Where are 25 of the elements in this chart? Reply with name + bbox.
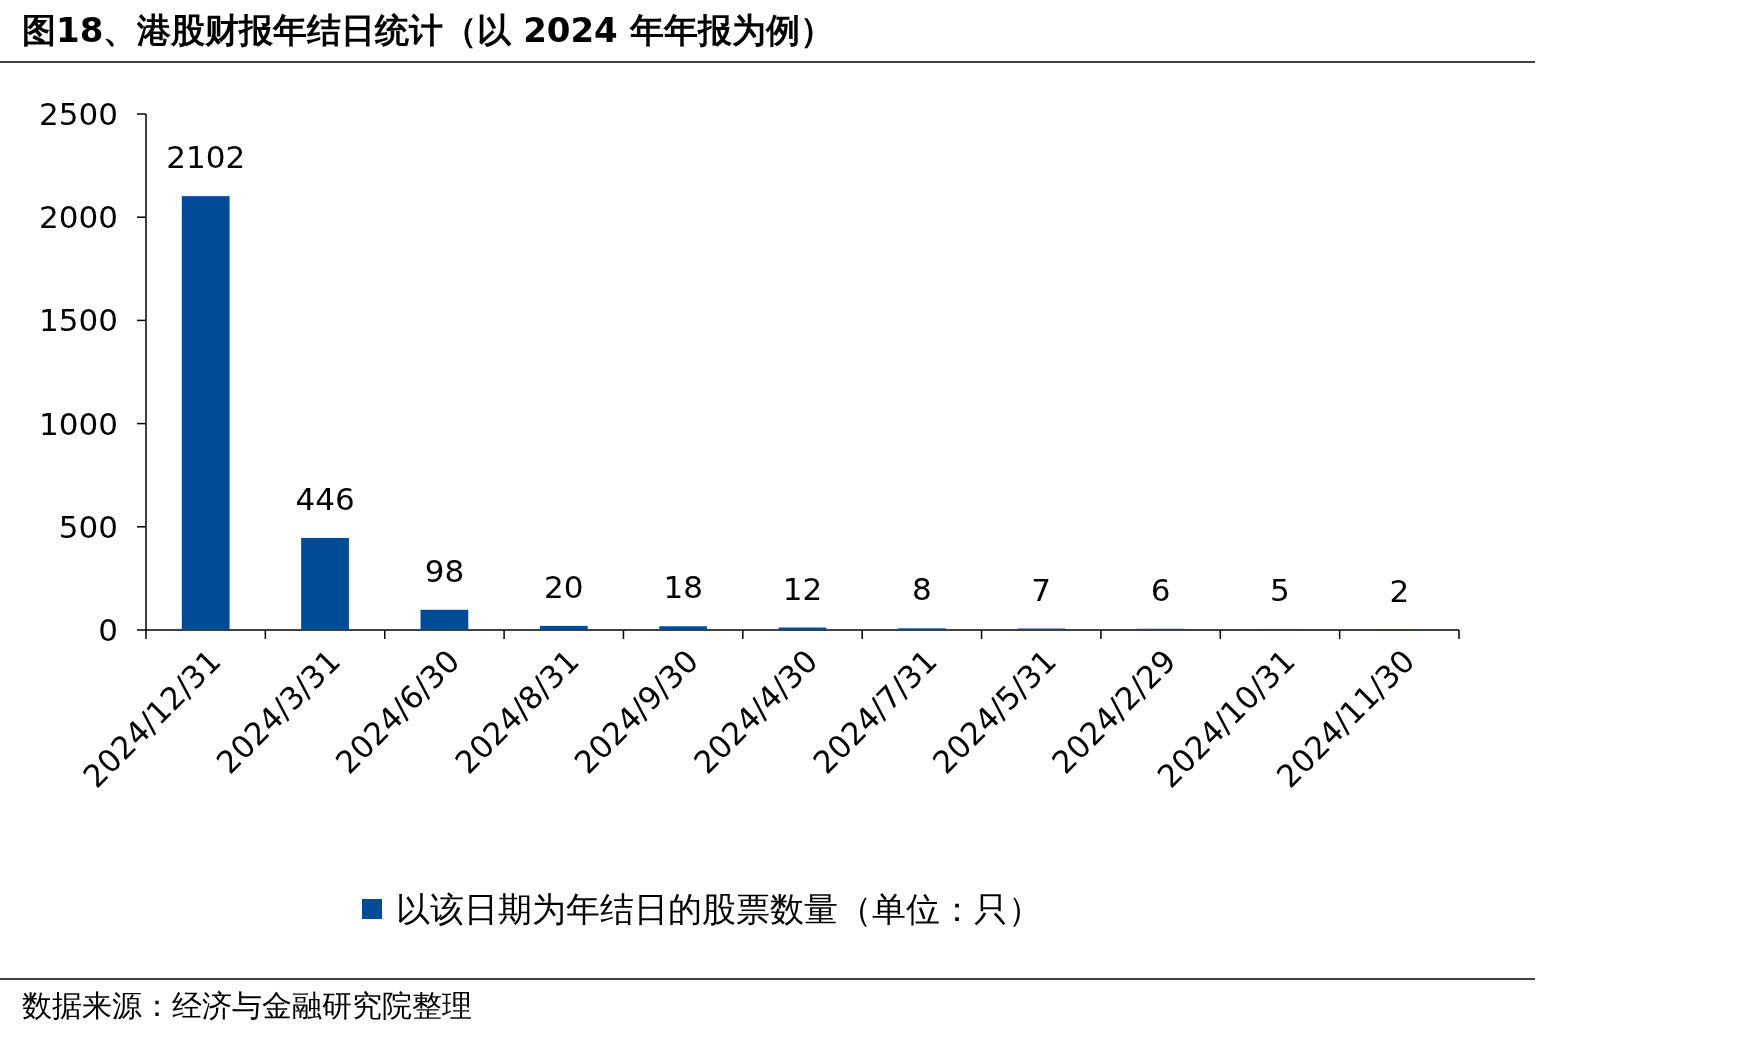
y-tick-label: 0 — [98, 612, 118, 648]
y-tick-label: 2500 — [39, 96, 118, 132]
bar — [659, 626, 708, 630]
data-label: 18 — [663, 569, 703, 606]
data-label: 8 — [912, 571, 932, 608]
y-tick-label: 1000 — [39, 405, 118, 442]
data-label: 2102 — [166, 139, 246, 176]
y-tick-label: 2000 — [39, 199, 118, 236]
bar — [181, 196, 230, 630]
data-label: 2 — [1389, 572, 1410, 609]
legend-label: 以该日期为年结日的股票数量（单位：只） — [396, 889, 1042, 929]
y-tick-label: 1500 — [39, 302, 118, 339]
data-label: 98 — [424, 552, 465, 589]
data-label: 20 — [544, 568, 584, 605]
bar — [539, 625, 588, 630]
data-label: 12 — [782, 570, 823, 607]
data-label: 6 — [1150, 571, 1171, 608]
bar — [301, 537, 349, 630]
data-label: 446 — [295, 480, 355, 517]
y-tick-label: 500 — [58, 508, 118, 545]
data-label: 5 — [1270, 571, 1290, 608]
bar — [420, 609, 469, 630]
source-note: 数据来源：经济与金融研究院整理 — [22, 988, 472, 1023]
chart-title: 图18、港股财报年结日统计（以 2024 年年报为例） — [22, 10, 834, 50]
data-label: 7 — [1031, 571, 1052, 608]
